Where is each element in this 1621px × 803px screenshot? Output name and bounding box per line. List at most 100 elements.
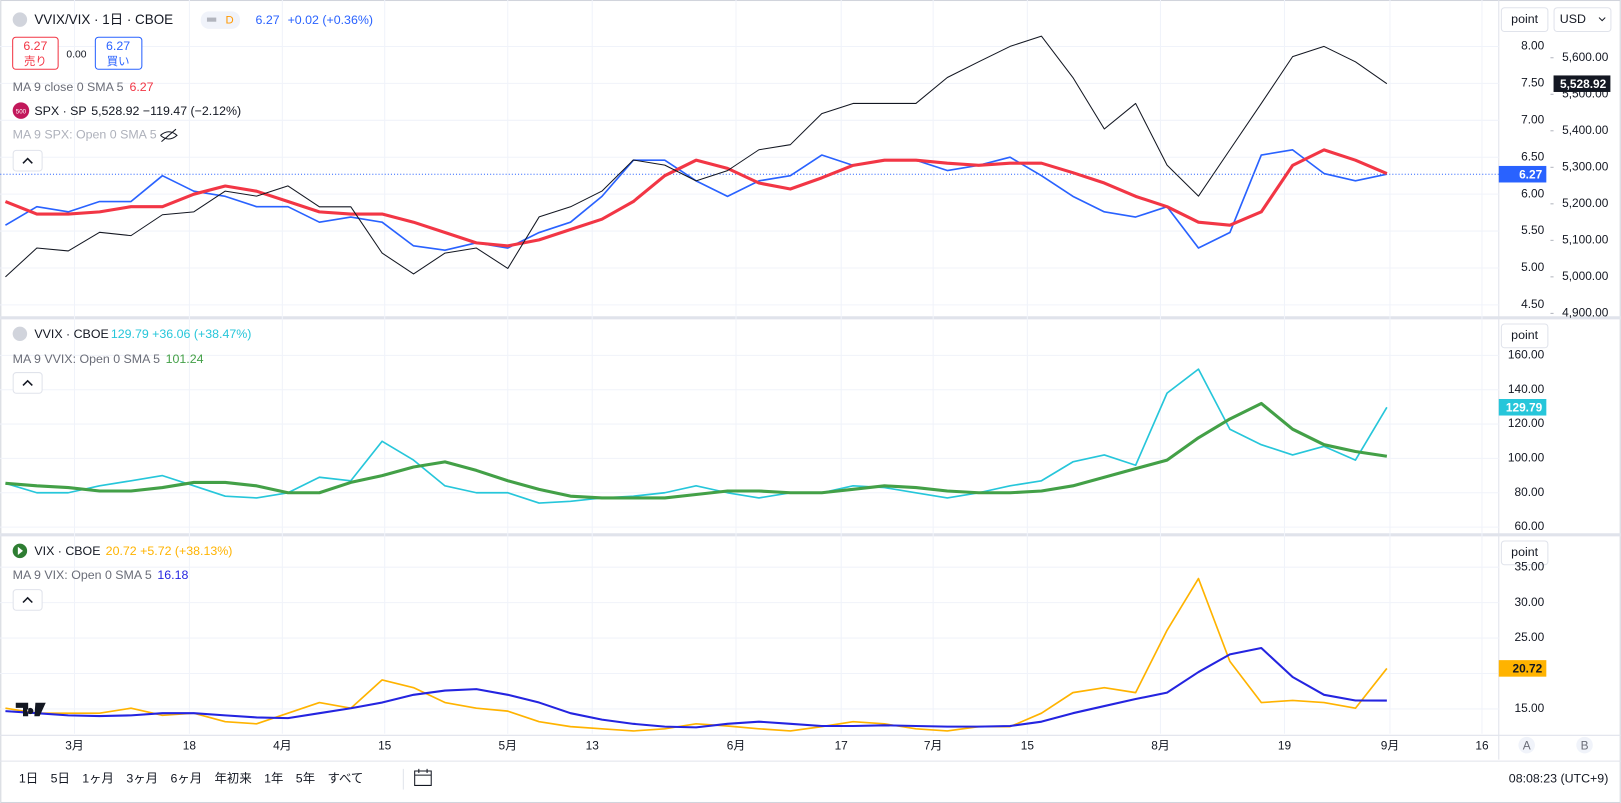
- y-tick-label: 100.00: [1508, 451, 1545, 465]
- price-tag-label: 20.72: [1512, 662, 1542, 676]
- x-tick-label: 6月: [727, 738, 745, 752]
- indicator[interactable]: MA 9 close 0 SMA 5: [13, 80, 124, 94]
- series-line: [4, 148, 1388, 248]
- y-tick-label: 35.00: [1515, 559, 1545, 573]
- range-button[interactable]: 1年: [264, 772, 283, 786]
- price-tag: [1498, 398, 1547, 416]
- x-tick-label: 13: [586, 738, 600, 752]
- plots: [0, 35, 1499, 732]
- collapse-icon: [22, 157, 33, 164]
- range-button[interactable]: 5年: [296, 772, 315, 786]
- range-button[interactable]: 5日: [51, 772, 70, 786]
- price-tag: [1553, 75, 1611, 92]
- price-tag-label: 5,528.92: [1560, 77, 1607, 91]
- change: +0.02 (+0.36%): [288, 13, 373, 27]
- scale-label: point: [1511, 12, 1538, 26]
- sell-button[interactable]: [12, 36, 59, 70]
- scale-button[interactable]: [1500, 540, 1549, 566]
- buy-button[interactable]: [94, 36, 143, 70]
- indicator[interactable]: MA 9 VIX: Open 0 SMA 5: [13, 568, 152, 582]
- y-tick-label: 60.00: [1515, 519, 1545, 533]
- collapse-button[interactable]: [12, 589, 43, 611]
- y-tick-label: 7.00: [1521, 112, 1545, 126]
- y-tick-label: 6.50: [1521, 149, 1545, 163]
- clock[interactable]: 08:08:23 (UTC+9): [1509, 772, 1609, 786]
- range-button[interactable]: すべて: [328, 772, 364, 786]
- y2-tick-label: 5,000.00: [1562, 269, 1609, 283]
- indicator[interactable]: MA 9 SPX: Open 0 SMA 5: [13, 128, 157, 142]
- scale-toggle[interactable]: [1576, 736, 1593, 754]
- x-tick-label: 19: [1278, 738, 1292, 752]
- series-line: [5, 646, 1387, 729]
- price-tag-label: 6.27: [1519, 167, 1543, 181]
- hidden-icon[interactable]: [160, 128, 178, 142]
- scale-label: point: [1511, 328, 1538, 342]
- indicator[interactable]: MA 9 VVIX: Open 0 SMA 5: [13, 352, 160, 366]
- scale-toggle[interactable]: [1518, 736, 1535, 754]
- x-tick-label: 15: [1021, 738, 1035, 752]
- spx-symbol[interactable]: SPX · SP: [34, 104, 86, 118]
- range-button[interactable]: 6ヶ月: [170, 772, 202, 786]
- x-tick-label: 9月: [1381, 738, 1399, 752]
- x-tick-label: 7月: [924, 738, 942, 752]
- vvix-symbol[interactable]: VVIX · CBOE: [34, 327, 108, 341]
- series-line: [5, 401, 1388, 500]
- y2-tick-label: 5,400.00: [1562, 123, 1609, 137]
- buy-label: 買い: [107, 55, 130, 68]
- y-tick-label: 80.00: [1515, 485, 1545, 499]
- vix-symbol[interactable]: VIX · CBOE: [34, 544, 100, 558]
- price-tag: [1498, 165, 1547, 183]
- caret: [1598, 17, 1606, 22]
- symbol[interactable]: VVIX/VIX · 1日 · CBOE: [34, 12, 173, 27]
- x-tick-label: 17: [835, 738, 848, 752]
- scale-button[interactable]: [1500, 7, 1549, 33]
- y-tick-label: 15.00: [1515, 701, 1545, 715]
- scale-button[interactable]: [1500, 323, 1549, 349]
- indicator-value: 6.27: [129, 80, 153, 94]
- price-tag-label: 129.79: [1506, 400, 1543, 414]
- indicator-value: 16.18: [157, 568, 188, 582]
- y2-tick-label: 4,900.00: [1562, 306, 1609, 320]
- collapse-icon: [22, 379, 33, 387]
- y-tick-label: 25.00: [1515, 630, 1545, 644]
- badge-icon: [206, 17, 217, 22]
- range-button[interactable]: 年初来: [215, 772, 252, 786]
- y2-tick-label: 5,100.00: [1562, 232, 1609, 246]
- x-tick-label: 15: [378, 738, 392, 752]
- price: 6.27: [256, 13, 280, 27]
- y-tick-label: 5.50: [1521, 223, 1545, 237]
- range-button[interactable]: 3ヶ月: [126, 772, 158, 786]
- range-button[interactable]: 1日: [19, 772, 38, 786]
- vvix-quote: 129.79 +36.06 (+38.47%): [111, 327, 252, 341]
- range-bar: 1日 5日 1ヶ月 3ヶ月 6ヶ月 年初来 1年 5年 すべて: [19, 772, 363, 786]
- series-line: [5, 35, 1388, 278]
- x-tick-label: 3月: [65, 738, 83, 752]
- collapse-button[interactable]: [12, 149, 43, 172]
- x-tick-label: 4月: [273, 738, 291, 752]
- y-tick-label: 5.00: [1521, 260, 1545, 274]
- collapse-icon: [22, 596, 33, 604]
- y-tick-label: 7.50: [1521, 76, 1545, 90]
- calendar-icon[interactable]: [414, 768, 432, 786]
- x-tick-label: 16: [1475, 738, 1489, 752]
- y-tick-label: 4.50: [1521, 297, 1545, 311]
- symbol-icon: [12, 326, 28, 342]
- vix-quote: 20.72 +5.72 (+38.13%): [106, 544, 233, 558]
- y-tick-label: 8.00: [1521, 39, 1545, 53]
- y-tick-label: 140.00: [1508, 382, 1545, 396]
- x-tick-label: 5月: [499, 738, 517, 752]
- scale-a: A: [1523, 738, 1531, 752]
- spx-icon-bg: [12, 102, 30, 119]
- collapse-button[interactable]: [12, 372, 43, 394]
- series-line: [5, 577, 1388, 732]
- price-tag: [1498, 660, 1547, 677]
- x-tick-label: 8月: [1151, 738, 1169, 752]
- logo[interactable]: [15, 702, 46, 717]
- scale-label: point: [1511, 545, 1538, 559]
- scale-b: B: [1581, 738, 1589, 752]
- range-button[interactable]: 1ヶ月: [82, 772, 114, 786]
- currency-button[interactable]: [1553, 7, 1612, 33]
